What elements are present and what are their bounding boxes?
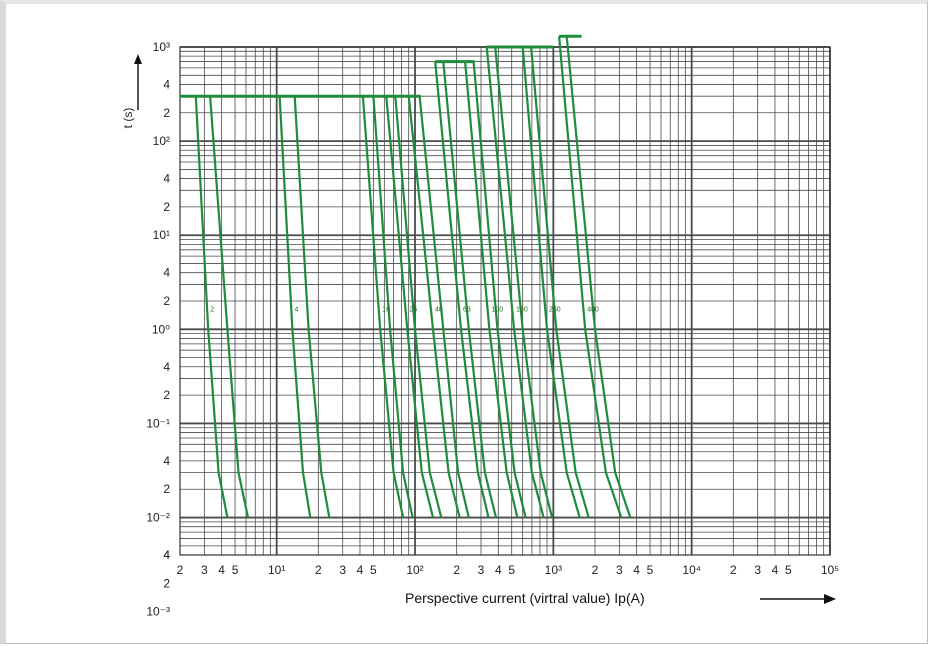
curve-2 xyxy=(194,96,229,518)
curve-label-16: 16 xyxy=(382,306,390,313)
curve-40 xyxy=(407,96,461,518)
y-tick-label: 2 xyxy=(163,294,170,308)
curve-40b xyxy=(418,96,470,518)
x-tick-label: 5 xyxy=(232,563,239,577)
y-tick-label: 4 xyxy=(163,172,170,186)
grid-layer xyxy=(179,46,831,556)
x-tick-label: 2 xyxy=(592,563,599,577)
curve-100b xyxy=(472,61,527,518)
x-tick-label: 10² xyxy=(406,563,423,577)
x-tick-label: 3 xyxy=(201,563,208,577)
y-tick-label: 2 xyxy=(163,106,170,120)
y-tick-label: 10⁻³ xyxy=(146,605,170,619)
curve-label-100: 100 xyxy=(491,306,503,313)
y-tick-label: 4 xyxy=(163,548,170,562)
x-tick-label: 2 xyxy=(453,563,460,577)
y-tick-label: 10³ xyxy=(153,40,170,54)
x-tick-label: 3 xyxy=(339,563,346,577)
y-axis-label: t (s) xyxy=(121,108,135,129)
curve-160b xyxy=(494,46,554,518)
x-tick-label: 2 xyxy=(177,563,184,577)
y-tick-label: 2 xyxy=(163,200,170,214)
y-tick-label: 4 xyxy=(163,548,170,562)
curve-160 xyxy=(485,46,545,518)
x-tick-label: 10⁵ xyxy=(821,563,839,577)
curve-25 xyxy=(385,96,435,518)
curve-labels-layer: 2 4 16 25 40 63 100 160 250 400 xyxy=(210,306,599,313)
curve-label-400: 400 xyxy=(587,306,599,313)
curve-label-25: 25 xyxy=(409,306,417,313)
x-axis-arrow xyxy=(760,594,836,604)
x-tick-label: 4 xyxy=(495,563,502,577)
curves-layer xyxy=(180,34,632,518)
curve-16 xyxy=(361,96,405,518)
y-tick-label: 10⁻¹ xyxy=(146,416,170,430)
curve-16b xyxy=(372,96,414,518)
x-tick-label: 5 xyxy=(785,563,792,577)
y-axis-arrow xyxy=(134,54,142,110)
x-tick-label: 3 xyxy=(616,563,623,577)
y-tick-label: 10⁻² xyxy=(146,511,170,525)
x-tick-label: 5 xyxy=(508,563,515,577)
curve-label-4: 4 xyxy=(294,306,298,313)
y-tick-label: 4 xyxy=(163,77,170,91)
x-tick-label: 5 xyxy=(370,563,377,577)
x-tick-label: 3 xyxy=(754,563,761,577)
curve-2b xyxy=(209,96,250,518)
curve-400b xyxy=(565,36,632,518)
x-tick-label: 10⁴ xyxy=(682,563,701,577)
y-tick-label: 2 xyxy=(163,482,170,496)
curve-label-40: 40 xyxy=(435,306,443,313)
curve-label-250: 250 xyxy=(549,306,561,313)
x-tick-label: 10¹ xyxy=(268,563,285,577)
curve-4 xyxy=(278,96,312,518)
curve-250b xyxy=(530,46,590,518)
y-tick-label: 4 xyxy=(163,266,170,280)
y-tick-label: 2 xyxy=(163,576,170,590)
curve-label-63: 63 xyxy=(463,306,471,313)
y-tick-label: 2 xyxy=(163,388,170,402)
y-tick-label: 4 xyxy=(163,454,170,468)
curve-400 xyxy=(558,36,623,518)
curve-25b xyxy=(394,96,443,518)
y-tick-label: 10⁰ xyxy=(152,322,170,336)
x-tick-label: 5 xyxy=(647,563,654,577)
x-tick-label: 3 xyxy=(478,563,485,577)
axes-layer: 2 3 4 5 10¹ 2 3 4 5 10² 2 3 4 5 10³ 2 3 4 5 10⁴ 2 3 4 5 10⁵10³42… xyxy=(146,40,839,619)
x-tick-label: 4 xyxy=(633,563,640,577)
curve-label-160: 160 xyxy=(516,306,528,313)
y-tick-label: 4 xyxy=(163,360,170,374)
curve-label-2: 2 xyxy=(210,306,214,313)
x-tick-label: 4 xyxy=(772,563,779,577)
curve-63 xyxy=(434,61,490,518)
curve-100 xyxy=(464,61,519,518)
x-axis-label: Perspective current (virtral value) Ip(A… xyxy=(405,590,645,606)
x-tick-label: 4 xyxy=(218,563,225,577)
x-tick-label: 4 xyxy=(357,563,364,577)
x-tick-label: 2 xyxy=(730,563,737,577)
x-tick-label: 10³ xyxy=(545,563,562,577)
y-tick-label: 10² xyxy=(153,134,170,148)
curve-63b xyxy=(442,61,498,518)
curve-4b xyxy=(293,96,331,518)
curve-250 xyxy=(521,46,581,518)
y-tick-label: 10¹ xyxy=(153,228,170,242)
x-tick-label: 2 xyxy=(315,563,322,577)
